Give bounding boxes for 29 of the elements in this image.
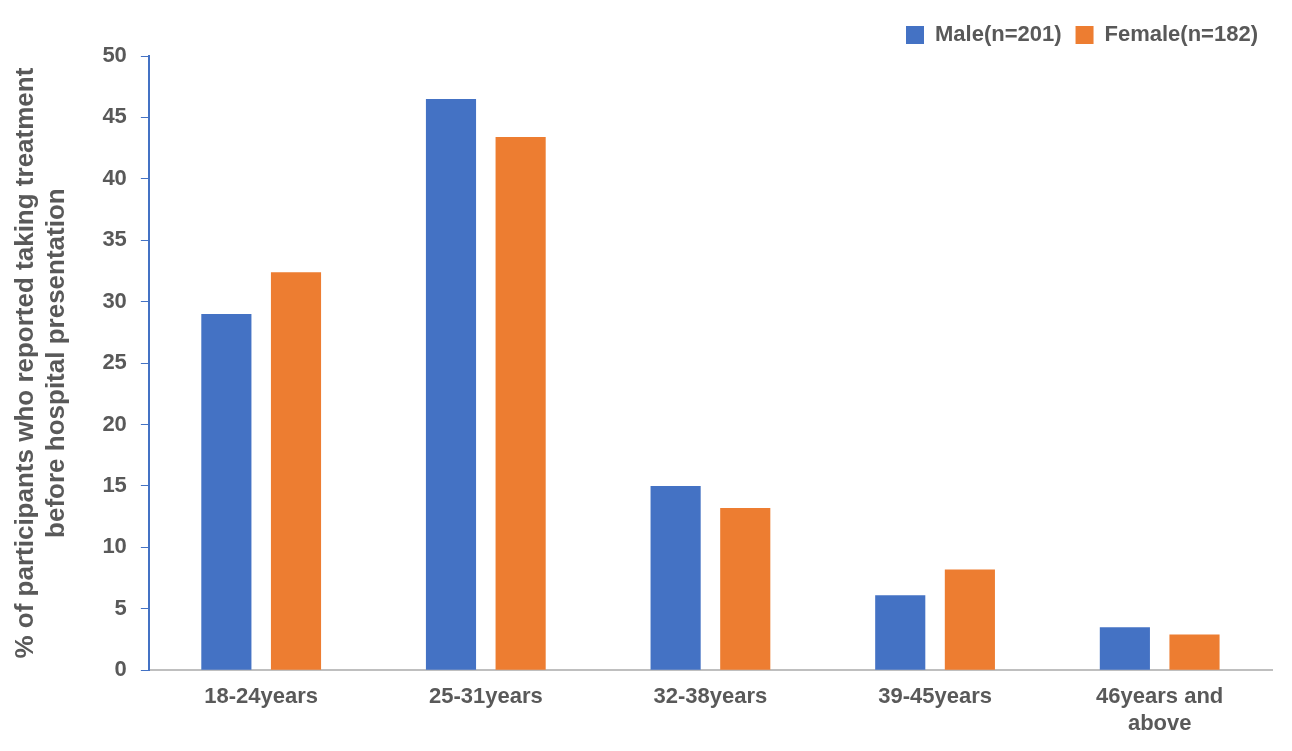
bar xyxy=(944,569,995,670)
x-tick-label: 39-45years xyxy=(878,683,992,709)
y-tick-label: 25 xyxy=(102,349,127,375)
y-tick-label: 30 xyxy=(102,287,127,313)
bar xyxy=(270,272,322,670)
y-tick-label: 45 xyxy=(102,103,127,129)
x-tick-label: 46years and above xyxy=(1096,683,1224,735)
y-tick-label: 0 xyxy=(114,656,127,682)
bar xyxy=(201,313,252,670)
x-tick-label: 18-24years xyxy=(204,683,319,709)
y-tick-label: 40 xyxy=(102,164,127,190)
y-tick-label: 5 xyxy=(114,594,127,620)
bar xyxy=(425,98,477,670)
bar xyxy=(875,595,926,670)
bar xyxy=(720,508,771,670)
y-tick-label: 20 xyxy=(102,410,127,436)
bar xyxy=(1169,634,1220,670)
bar xyxy=(650,485,701,670)
bar xyxy=(495,137,546,670)
y-tick-label: 50 xyxy=(102,42,127,68)
y-tick-label: 10 xyxy=(102,533,127,559)
x-tick-label: 32-38years xyxy=(653,683,768,709)
y-tick-label: 15 xyxy=(102,472,127,497)
y-tick-label: 35 xyxy=(102,226,127,252)
x-tick-label: 25-31years xyxy=(428,683,543,709)
legend-label: Male(n=201) xyxy=(934,21,1062,47)
legend-label: Female(n=182) xyxy=(1104,21,1259,47)
y-axis-title: % of participants who reported taking treatment before hospital presentation xyxy=(8,67,70,659)
bar xyxy=(1099,627,1150,670)
